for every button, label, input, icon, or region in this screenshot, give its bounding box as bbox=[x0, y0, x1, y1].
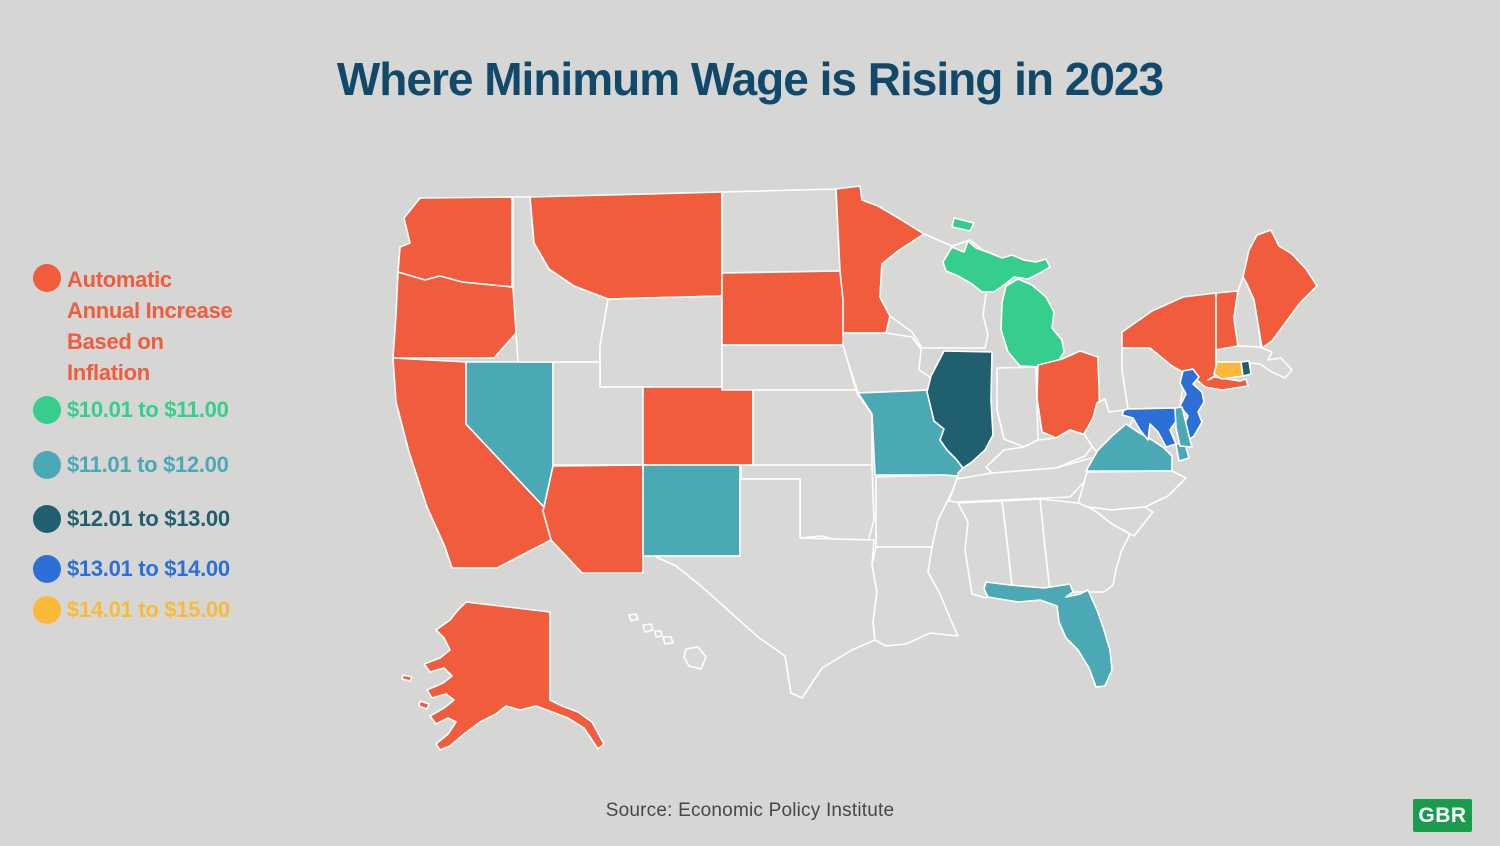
legend-swatch-icon bbox=[33, 595, 61, 624]
state-tx bbox=[653, 478, 878, 699]
state-co bbox=[642, 386, 754, 466]
state-de bbox=[1174, 406, 1193, 448]
state-hi_1 bbox=[628, 613, 639, 622]
state-wy bbox=[599, 295, 723, 388]
legend-item-auto: Automatic Annual Increase Based on Inflatio… bbox=[33, 264, 282, 388]
legend-item-w11: $11.01 to $12.00 bbox=[33, 449, 229, 480]
legend-label: $10.01 to $11.00 bbox=[67, 397, 229, 422]
state-la bbox=[871, 546, 959, 647]
state-il bbox=[926, 350, 994, 469]
legend-label: $11.01 to $12.00 bbox=[67, 452, 229, 477]
legend-item-w13: $13.01 to $14.00 bbox=[33, 553, 230, 584]
state-ne bbox=[721, 344, 857, 391]
legend-label: Automatic Annual Increase Based on Inflatio… bbox=[67, 267, 233, 385]
state-ak_i1 bbox=[401, 674, 413, 682]
state-hi_4 bbox=[662, 636, 674, 645]
state-mi_up bbox=[942, 240, 1051, 293]
state-ct bbox=[1213, 361, 1244, 380]
state-nd bbox=[721, 188, 841, 274]
legend-label: $12.01 to $13.00 bbox=[67, 506, 230, 531]
state-in bbox=[996, 366, 1039, 448]
legend-item-w14: $14.01 to $15.00 bbox=[33, 594, 230, 625]
page-title: Where Minimum Wage is Rising in 2023 bbox=[336, 53, 1164, 105]
state-az bbox=[542, 464, 644, 574]
state-me bbox=[1242, 229, 1318, 349]
legend-swatch-icon bbox=[33, 395, 61, 424]
state-hi_2 bbox=[642, 623, 654, 633]
state-nc bbox=[1077, 470, 1187, 511]
state-hi_5 bbox=[683, 646, 707, 670]
state-mi bbox=[1000, 278, 1065, 368]
state-mi_w bbox=[951, 217, 975, 232]
legend-swatch-icon bbox=[33, 450, 61, 479]
legend-swatch-icon bbox=[33, 504, 61, 533]
state-ks bbox=[752, 389, 873, 466]
source-caption: Source: Economic Policy Institute bbox=[605, 800, 895, 821]
legend-swatch-icon bbox=[33, 554, 61, 583]
state-sd bbox=[721, 270, 847, 346]
legend-item-w10: $10.01 to $11.00 bbox=[33, 394, 229, 425]
legend-swatch-icon bbox=[33, 264, 61, 292]
state-wa bbox=[397, 196, 513, 288]
legend-label: $14.01 to $15.00 bbox=[67, 597, 230, 622]
state-ar bbox=[875, 474, 959, 548]
state-ak bbox=[423, 601, 605, 751]
legend-item-w12: $12.01 to $13.00 bbox=[33, 503, 230, 534]
legend-label: $13.01 to $14.00 bbox=[67, 556, 230, 581]
state-nm bbox=[642, 464, 741, 557]
state-fl bbox=[983, 581, 1113, 688]
us-map bbox=[392, 185, 1318, 751]
state-ri bbox=[1240, 360, 1252, 377]
gbr-logo: GBR bbox=[1413, 799, 1472, 832]
state-ia bbox=[842, 332, 931, 394]
state-hi_3 bbox=[654, 630, 663, 638]
state-ny bbox=[1121, 292, 1249, 391]
state-ak_i2 bbox=[418, 700, 430, 710]
